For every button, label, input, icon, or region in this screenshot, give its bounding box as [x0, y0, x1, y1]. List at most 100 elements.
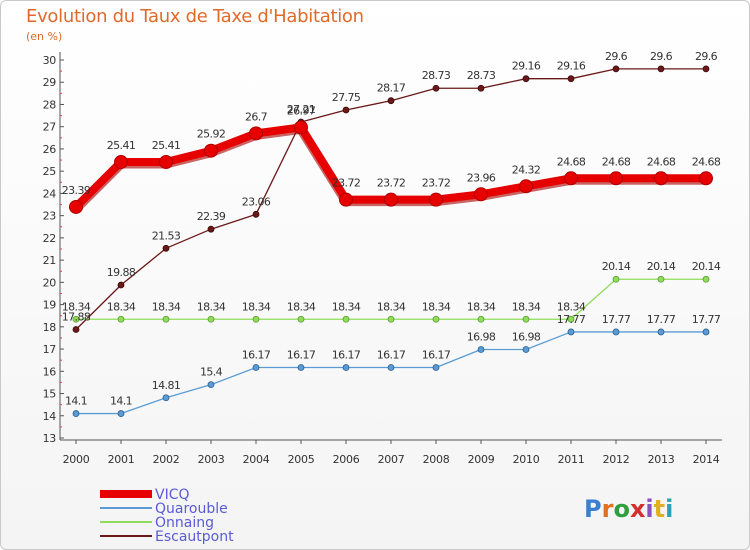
data-label: 18.34	[197, 300, 226, 313]
data-point	[432, 84, 440, 92]
data-point	[252, 210, 260, 218]
legend-item-vicq: VICQ	[100, 487, 190, 503]
data-label: 18.34	[377, 300, 406, 313]
data-point	[249, 126, 263, 141]
data-label: 27.21	[287, 103, 316, 116]
data-point	[429, 192, 443, 207]
data-point	[117, 315, 125, 323]
data-point	[612, 275, 620, 283]
data-label: 25.41	[152, 139, 181, 152]
data-label: 24.68	[647, 155, 676, 168]
data-label: 23.72	[422, 177, 451, 190]
data-point	[387, 315, 395, 323]
y-tick-label: 15	[43, 388, 57, 401]
y-tick-label: 27	[43, 121, 57, 134]
x-tick-label: 2011	[558, 453, 585, 466]
data-label: 24.32	[512, 163, 541, 176]
legend-label: Onnaing	[155, 515, 214, 531]
x-tick-label: 2009	[468, 453, 495, 466]
data-point	[72, 410, 80, 417]
x-tick-label: 2012	[603, 453, 630, 466]
data-point	[432, 315, 440, 323]
data-label: 17.77	[692, 313, 721, 326]
data-point	[162, 315, 170, 323]
data-label: 16.98	[512, 331, 541, 344]
series-onnaing	[72, 275, 710, 323]
data-label: 29.6	[695, 50, 718, 63]
series-vicq	[69, 120, 713, 214]
x-tick-label: 2005	[288, 453, 315, 466]
data-point	[477, 346, 485, 353]
data-label: 18.34	[107, 300, 136, 313]
data-point	[522, 346, 530, 353]
data-label: 16.17	[332, 349, 361, 362]
data-point	[612, 65, 620, 73]
data-label: 20.14	[647, 260, 676, 273]
data-label: 25.92	[197, 128, 226, 141]
data-label: 25.41	[107, 139, 136, 152]
data-point	[72, 326, 80, 333]
data-point	[522, 75, 530, 83]
data-label: 17.77	[647, 313, 676, 326]
data-label: 24.68	[557, 155, 586, 168]
data-point	[432, 364, 440, 371]
data-label: 20.14	[602, 260, 631, 273]
data-point	[567, 328, 575, 336]
data-label: 23.39	[62, 184, 91, 197]
data-point	[297, 364, 305, 371]
data-point	[657, 275, 665, 283]
data-point	[564, 171, 578, 186]
data-label: 14.1	[65, 395, 87, 408]
y-tick-label: 28	[43, 98, 57, 111]
data-label: 17.88	[62, 310, 91, 323]
data-label: 18.34	[332, 300, 361, 313]
data-point	[657, 328, 665, 336]
data-label: 20.14	[692, 260, 721, 273]
data-label: 18.34	[242, 300, 271, 313]
legend-item-escautpont: Escautpont	[100, 529, 234, 545]
y-tick-label: 13	[43, 432, 57, 445]
y-tick-label: 14	[43, 410, 57, 423]
axes: 13 14 15 16 17 18 19 20 21 22 23 24 25 26 27 28 29 30 2000…	[43, 52, 722, 466]
data-point	[162, 394, 170, 402]
y-tick-label: 18	[43, 321, 57, 334]
data-point	[297, 315, 305, 323]
data-label: 29.16	[557, 60, 586, 73]
legend-item-quarouble: Quarouble	[100, 501, 228, 517]
data-point	[159, 155, 173, 170]
data-point	[567, 315, 575, 323]
data-point	[114, 155, 128, 170]
x-tick-label: 2002	[153, 453, 180, 466]
data-label: 18.34	[152, 300, 181, 313]
data-point	[387, 364, 395, 371]
y-tick-label: 25	[43, 165, 57, 178]
x-tick-label: 2007	[378, 453, 405, 466]
data-label: 28.73	[467, 69, 496, 82]
data-label: 14.81	[152, 379, 181, 392]
data-point	[117, 410, 125, 417]
y-tick-label: 17	[43, 343, 57, 356]
data-label: 21.53	[152, 229, 181, 242]
series-layer	[69, 65, 713, 417]
x-tick-label: 2004	[243, 453, 270, 466]
x-tick-label: 2013	[648, 453, 675, 466]
data-point	[69, 199, 83, 214]
data-point	[207, 315, 215, 323]
data-point	[162, 244, 170, 252]
data-point	[474, 187, 488, 202]
data-point	[342, 106, 350, 114]
data-label: 24.68	[692, 155, 721, 168]
y-tick-label: 22	[43, 232, 56, 245]
data-label: 28.17	[377, 82, 406, 95]
data-point	[702, 275, 710, 283]
legend-label: Escautpont	[155, 529, 234, 545]
x-tick-label: 2001	[108, 453, 135, 466]
chart-title: Evolution du Taux de Taxe d'Habitation	[26, 6, 364, 27]
data-point	[339, 192, 353, 207]
x-tick-label: 2010	[513, 453, 540, 466]
data-label: 18.34	[422, 300, 451, 313]
data-label: 27.75	[332, 91, 361, 104]
data-point	[567, 75, 575, 83]
data-label: 26.7	[245, 110, 268, 123]
